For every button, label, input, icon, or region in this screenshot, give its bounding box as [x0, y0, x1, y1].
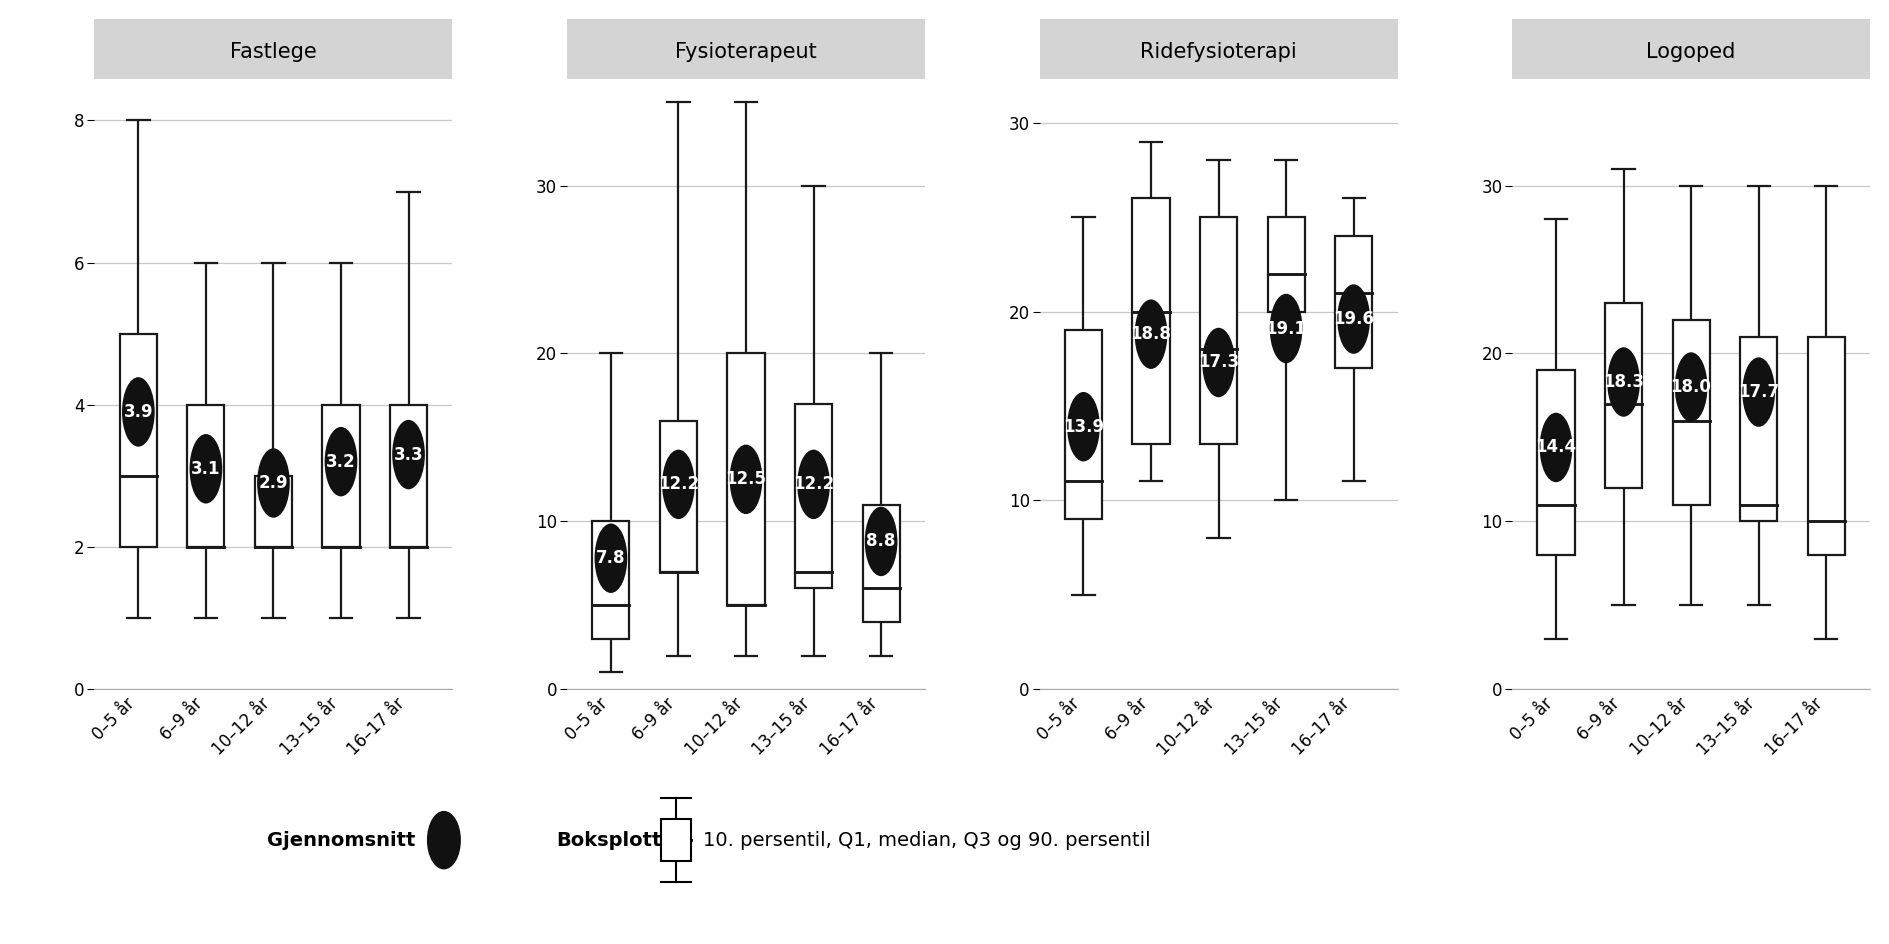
Text: 17.3: 17.3 — [1198, 353, 1239, 372]
Ellipse shape — [1337, 284, 1370, 354]
Text: Gjennomsnitt: Gjennomsnitt — [266, 831, 416, 850]
Text: 13.9: 13.9 — [1064, 417, 1103, 436]
Bar — [119, 334, 157, 547]
Text: 12.5: 12.5 — [725, 470, 767, 488]
FancyBboxPatch shape — [567, 19, 926, 79]
Bar — [1065, 330, 1101, 519]
Bar — [1538, 370, 1575, 555]
Ellipse shape — [663, 449, 695, 519]
Ellipse shape — [189, 434, 223, 503]
Bar — [187, 405, 225, 547]
Bar — [727, 353, 765, 605]
Bar — [593, 521, 629, 639]
Text: Boksplott: Boksplott — [555, 831, 661, 850]
Text: 19.6: 19.6 — [1334, 310, 1373, 329]
Ellipse shape — [1269, 294, 1302, 363]
Bar — [323, 405, 359, 547]
Ellipse shape — [1608, 347, 1640, 416]
Text: Fysioterapeut: Fysioterapeut — [674, 42, 816, 61]
Text: 18.3: 18.3 — [1604, 373, 1643, 391]
Bar — [795, 404, 833, 588]
Ellipse shape — [393, 420, 425, 489]
Ellipse shape — [123, 378, 155, 447]
Text: 14.4: 14.4 — [1536, 438, 1577, 457]
Text: 7.8: 7.8 — [597, 549, 625, 567]
Ellipse shape — [797, 449, 829, 519]
FancyBboxPatch shape — [94, 19, 453, 79]
Bar — [1268, 217, 1305, 312]
Text: 3.9: 3.9 — [123, 403, 153, 421]
Bar — [1200, 217, 1237, 444]
Text: Ridefysioterapi: Ridefysioterapi — [1141, 42, 1298, 61]
Bar — [1336, 236, 1371, 368]
Text: 10. persentil, Q1, median, Q3 og 90. persentil: 10. persentil, Q1, median, Q3 og 90. per… — [703, 831, 1150, 850]
Bar — [1740, 337, 1778, 521]
Ellipse shape — [595, 524, 627, 593]
Ellipse shape — [257, 448, 289, 517]
Ellipse shape — [1540, 413, 1572, 482]
Text: Logoped: Logoped — [1647, 42, 1736, 61]
Text: 12.2: 12.2 — [657, 476, 699, 494]
Bar — [659, 421, 697, 572]
Ellipse shape — [1676, 352, 1708, 422]
Text: 18.0: 18.0 — [1670, 378, 1711, 396]
Text: 18.8: 18.8 — [1132, 325, 1171, 344]
Ellipse shape — [865, 507, 897, 576]
Bar — [1132, 198, 1169, 444]
Text: 17.7: 17.7 — [1738, 383, 1779, 401]
Text: 2.9: 2.9 — [259, 474, 289, 492]
Bar — [1672, 320, 1710, 504]
Bar — [389, 405, 427, 547]
Ellipse shape — [1135, 299, 1167, 369]
Text: 12.2: 12.2 — [793, 476, 835, 494]
Text: 8.8: 8.8 — [867, 532, 895, 550]
Ellipse shape — [1067, 392, 1099, 462]
FancyBboxPatch shape — [1511, 19, 1870, 79]
Bar — [255, 476, 293, 547]
Bar — [1606, 303, 1642, 488]
Text: 19.1: 19.1 — [1266, 319, 1307, 338]
Text: 3.3: 3.3 — [393, 446, 423, 464]
Ellipse shape — [325, 427, 357, 497]
Bar — [863, 504, 899, 622]
Text: 3.1: 3.1 — [191, 460, 221, 478]
Text: 3.2: 3.2 — [327, 453, 355, 471]
Text: Fastlege: Fastlege — [230, 42, 317, 61]
FancyBboxPatch shape — [1039, 19, 1398, 79]
Ellipse shape — [1201, 328, 1235, 397]
Bar — [1808, 337, 1846, 555]
Ellipse shape — [729, 445, 763, 514]
Ellipse shape — [1742, 358, 1776, 427]
